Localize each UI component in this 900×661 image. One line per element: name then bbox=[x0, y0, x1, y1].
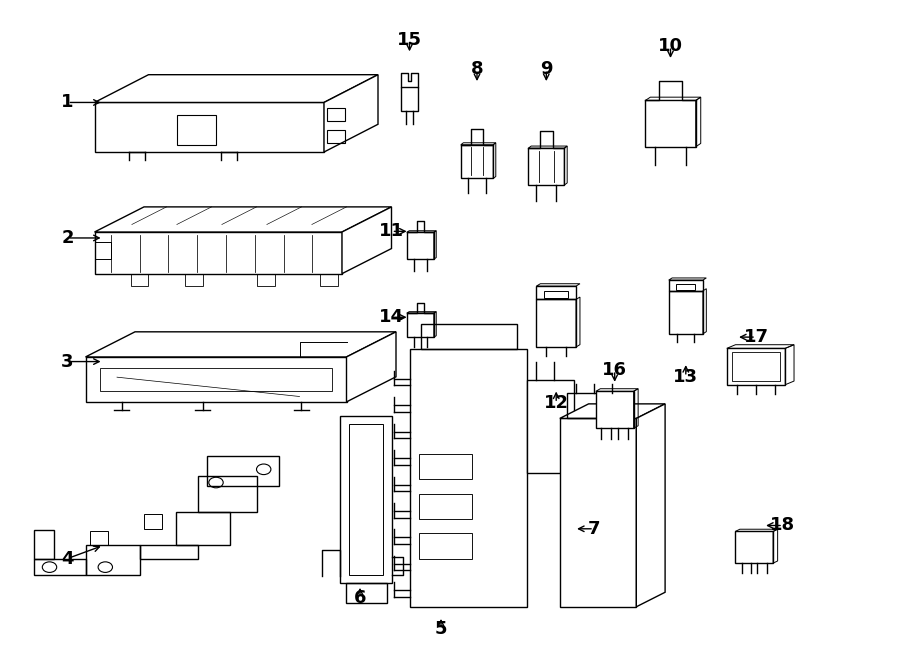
Text: 2: 2 bbox=[61, 229, 74, 247]
Polygon shape bbox=[560, 418, 636, 607]
Text: 8: 8 bbox=[471, 60, 483, 79]
Polygon shape bbox=[324, 75, 378, 152]
Text: 14: 14 bbox=[379, 308, 404, 327]
Polygon shape bbox=[86, 357, 347, 402]
Text: 3: 3 bbox=[61, 352, 74, 371]
Text: 16: 16 bbox=[602, 361, 627, 379]
Polygon shape bbox=[527, 380, 574, 473]
Polygon shape bbox=[342, 207, 392, 274]
Polygon shape bbox=[94, 75, 378, 102]
Text: 11: 11 bbox=[379, 222, 404, 241]
Polygon shape bbox=[340, 416, 392, 583]
Polygon shape bbox=[636, 404, 665, 607]
Polygon shape bbox=[560, 404, 665, 418]
Polygon shape bbox=[727, 348, 785, 385]
Polygon shape bbox=[86, 332, 396, 357]
Polygon shape bbox=[94, 232, 342, 274]
Polygon shape bbox=[346, 332, 396, 402]
Polygon shape bbox=[94, 102, 324, 152]
Text: 9: 9 bbox=[540, 60, 553, 79]
Text: 18: 18 bbox=[770, 516, 796, 535]
Text: 13: 13 bbox=[673, 368, 698, 386]
Text: 12: 12 bbox=[544, 394, 569, 412]
Polygon shape bbox=[735, 531, 773, 563]
Text: 7: 7 bbox=[588, 520, 600, 538]
Text: 5: 5 bbox=[435, 620, 447, 639]
Text: 17: 17 bbox=[743, 328, 769, 346]
Text: 4: 4 bbox=[61, 549, 74, 568]
Polygon shape bbox=[410, 349, 527, 607]
Polygon shape bbox=[94, 207, 392, 232]
Polygon shape bbox=[596, 391, 634, 428]
Text: 15: 15 bbox=[397, 30, 422, 49]
Text: 6: 6 bbox=[354, 589, 366, 607]
Text: 10: 10 bbox=[658, 37, 683, 56]
Text: 1: 1 bbox=[61, 93, 74, 112]
